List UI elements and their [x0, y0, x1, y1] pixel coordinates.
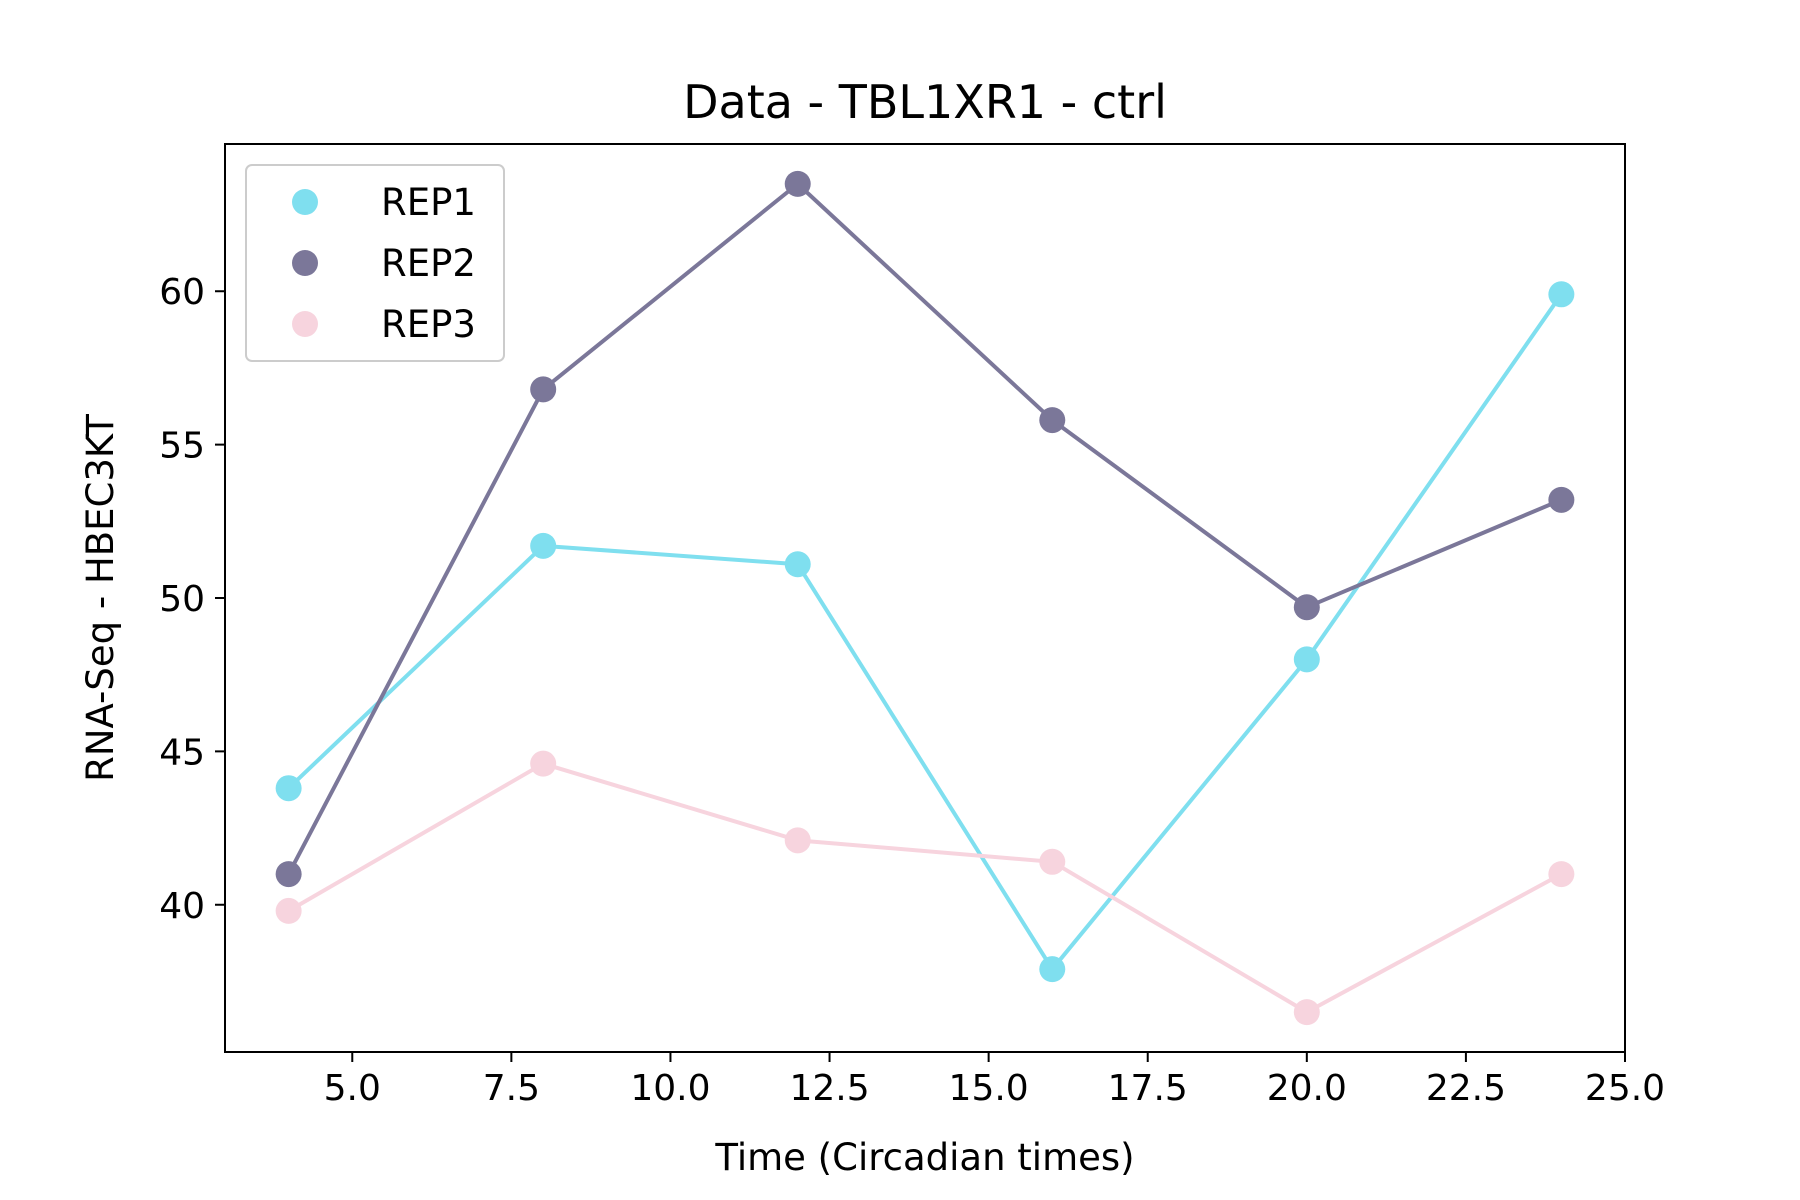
y-axis-label: RNA-Seq - HBEC3KT [79, 414, 122, 782]
legend-label: REP2 [381, 242, 476, 285]
data-point [1039, 848, 1066, 875]
data-point [530, 376, 557, 403]
legend-label: REP3 [381, 303, 476, 346]
data-point [1039, 956, 1066, 983]
data-point [1293, 999, 1320, 1026]
x-tick-label: 17.5 [1108, 1068, 1188, 1109]
data-point [530, 532, 557, 559]
series-line [287, 761, 1563, 1015]
data-point [1548, 281, 1575, 308]
x-tick-label: 12.5 [789, 1068, 869, 1109]
legend-box [245, 164, 505, 362]
y-axis: 40 45 50 55 60 [159, 272, 225, 927]
data-point [275, 897, 302, 924]
legend-marker [292, 311, 318, 337]
data-point [784, 827, 811, 854]
y-tick-label: 50 [159, 579, 205, 620]
plot-area [275, 170, 1575, 1026]
y-tick-label: 45 [159, 732, 205, 773]
series-rep3 [275, 750, 1575, 1026]
data-point [275, 775, 302, 802]
data-point [275, 861, 302, 888]
series-line [286, 181, 1563, 876]
legend-marker [292, 189, 318, 215]
data-point [784, 551, 811, 578]
series-rep2 [275, 170, 1575, 888]
chart-title: Data - TBL1XR1 - ctrl [683, 75, 1167, 129]
series-rep1 [275, 281, 1575, 983]
x-tick-label: 5.0 [324, 1068, 381, 1109]
data-point [1548, 861, 1575, 888]
legend: REP1 REP2 REP3 [245, 164, 505, 362]
x-tick-label: 7.5 [483, 1068, 540, 1109]
data-point [1548, 486, 1575, 513]
data-point [1293, 594, 1320, 621]
x-axis-label: Time (Circadian times) [714, 1136, 1134, 1179]
y-tick-label: 55 [159, 426, 205, 467]
y-tick-label: 60 [159, 272, 205, 313]
legend-marker [292, 250, 318, 276]
x-axis: 5.0 7.5 10.0 12.5 15.0 17.5 20.0 22.5 25.0 [324, 1052, 1665, 1109]
y-tick-label: 40 [159, 886, 205, 927]
x-tick-label: 10.0 [630, 1068, 710, 1109]
x-tick-label: 20.0 [1267, 1068, 1347, 1109]
x-tick-label: 22.5 [1426, 1068, 1506, 1109]
x-tick-label: 15.0 [949, 1068, 1029, 1109]
series-line [287, 293, 1564, 972]
data-point [1293, 646, 1320, 673]
data-point [784, 170, 811, 197]
x-tick-label: 25.0 [1585, 1068, 1665, 1109]
legend-label: REP1 [381, 181, 476, 224]
data-point [530, 750, 557, 777]
data-point [1039, 407, 1066, 434]
